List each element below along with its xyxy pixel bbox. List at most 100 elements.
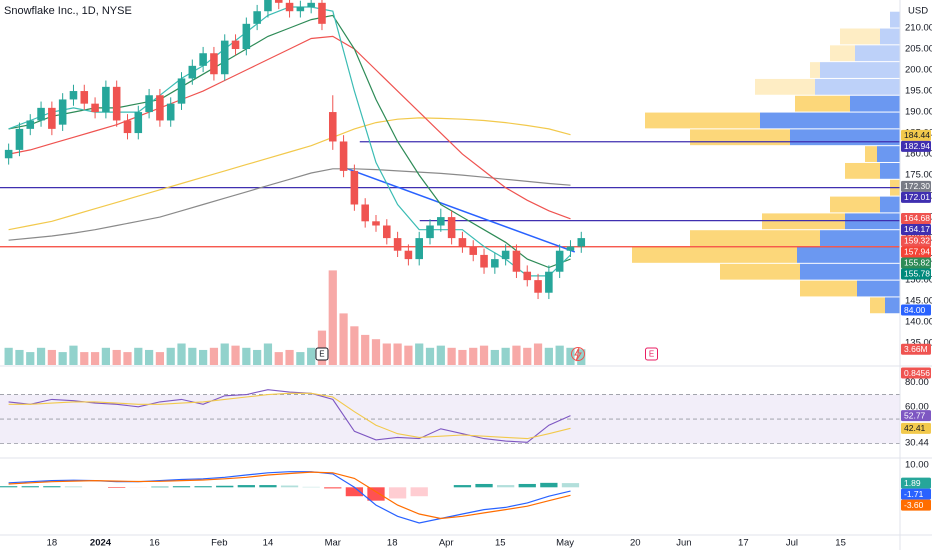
volume-bar <box>479 345 489 365</box>
profile-down <box>690 230 820 247</box>
candle-body <box>58 99 67 125</box>
volume-bar <box>415 343 424 365</box>
candle-body <box>469 246 478 255</box>
candle-body <box>220 40 229 75</box>
x-tick-label: 18 <box>387 538 398 549</box>
volume-bar <box>566 347 575 365</box>
price-badge <box>901 235 931 247</box>
profile-up <box>880 196 900 213</box>
price-badge <box>901 180 931 192</box>
profile-down <box>690 129 790 146</box>
volume-bar <box>458 349 467 365</box>
profile-up <box>790 129 900 146</box>
currency-label: USD <box>908 6 928 17</box>
volume-bar <box>4 347 13 365</box>
price-badge-label: 184.44 <box>904 130 930 140</box>
candle-body <box>91 103 99 113</box>
volume-bar <box>253 349 262 365</box>
price-badge <box>901 367 931 379</box>
moving-average <box>8 117 571 231</box>
profile-up <box>820 230 900 247</box>
candle-body <box>264 0 272 12</box>
macd-histogram-bar <box>0 486 18 488</box>
volume-bar <box>134 347 143 365</box>
profile-up <box>797 247 900 263</box>
candle-body <box>274 0 283 3</box>
profile-up <box>815 78 900 95</box>
volume-bar <box>523 347 532 365</box>
macd-pane <box>0 471 580 524</box>
x-tick-label: 15 <box>835 538 846 549</box>
profile-down <box>632 247 797 263</box>
profile-down <box>645 112 760 129</box>
price-badge-label: 84.00 <box>904 305 926 315</box>
macd-histogram-bar <box>280 485 299 488</box>
candle-body <box>393 238 402 251</box>
volume-bar <box>274 352 283 365</box>
macd-histogram-bar <box>151 486 169 488</box>
y-tick-label: 175.00 <box>905 170 932 181</box>
macd-histogram-bar <box>324 487 342 489</box>
macd-histogram-bar <box>216 485 234 488</box>
candle-body <box>491 259 499 268</box>
candle-body <box>350 170 359 205</box>
price-badge-label: 172.01 <box>904 192 930 202</box>
x-tick-label: Feb <box>211 538 227 549</box>
candle-body <box>480 254 488 268</box>
volume-bar <box>285 349 294 365</box>
macd-tick-label: 10.00 <box>905 460 929 471</box>
profile-up <box>877 146 900 162</box>
price-badge <box>901 422 931 434</box>
volume-bar <box>361 334 370 365</box>
profile-up <box>845 213 900 230</box>
volume-bar <box>112 349 121 365</box>
y-tick-label: 180.00 <box>905 149 932 160</box>
macd-line <box>8 471 571 524</box>
candle-body <box>231 40 240 50</box>
x-tick-label: 15 <box>495 538 506 549</box>
macd-histogram-bar <box>237 485 255 488</box>
price-badge-label: 159.32 <box>904 236 930 246</box>
profile-up <box>857 280 900 297</box>
volume-bar <box>490 349 499 365</box>
candle-body <box>285 2 294 12</box>
candle-body <box>555 250 564 272</box>
candle-body <box>112 86 121 121</box>
price-badge-label: 0.8456 <box>904 368 930 378</box>
volume-bar <box>436 345 445 365</box>
macd-line <box>8 471 571 520</box>
price-badge-label: 3.66M <box>904 344 928 354</box>
trendline <box>344 167 576 253</box>
candle-body <box>415 238 423 260</box>
macd-histogram-bar <box>475 483 493 488</box>
candle-body <box>296 7 305 12</box>
candle-body <box>545 271 553 293</box>
volume-bar <box>469 347 478 365</box>
profile-down <box>840 28 880 45</box>
volume-bar <box>101 347 110 365</box>
price-badge <box>901 499 931 511</box>
profile-down <box>762 213 845 230</box>
volume-bar <box>328 270 337 365</box>
volume-bar <box>339 313 348 365</box>
macd-histogram-bar <box>453 485 472 488</box>
macd-histogram-bar <box>345 487 364 497</box>
candle-body <box>447 217 456 239</box>
candle-body <box>102 86 110 113</box>
candle-body <box>577 238 586 247</box>
profile-up <box>855 45 900 62</box>
volume-bar <box>393 343 402 365</box>
chart-title: Snowflake Inc., 1D, NYSE <box>4 5 132 17</box>
volume-bar <box>350 326 359 365</box>
x-tick-label: 14 <box>263 538 274 549</box>
price-badge <box>901 488 931 500</box>
candle-body <box>318 2 326 24</box>
price-badge <box>901 140 931 152</box>
volume-bar <box>15 349 24 365</box>
macd-histogram-bar <box>561 483 580 488</box>
volume-bar <box>242 347 251 365</box>
dividend-icon-ring <box>571 347 585 361</box>
volume-bar <box>512 345 521 365</box>
macd-histogram-bar <box>194 486 212 488</box>
